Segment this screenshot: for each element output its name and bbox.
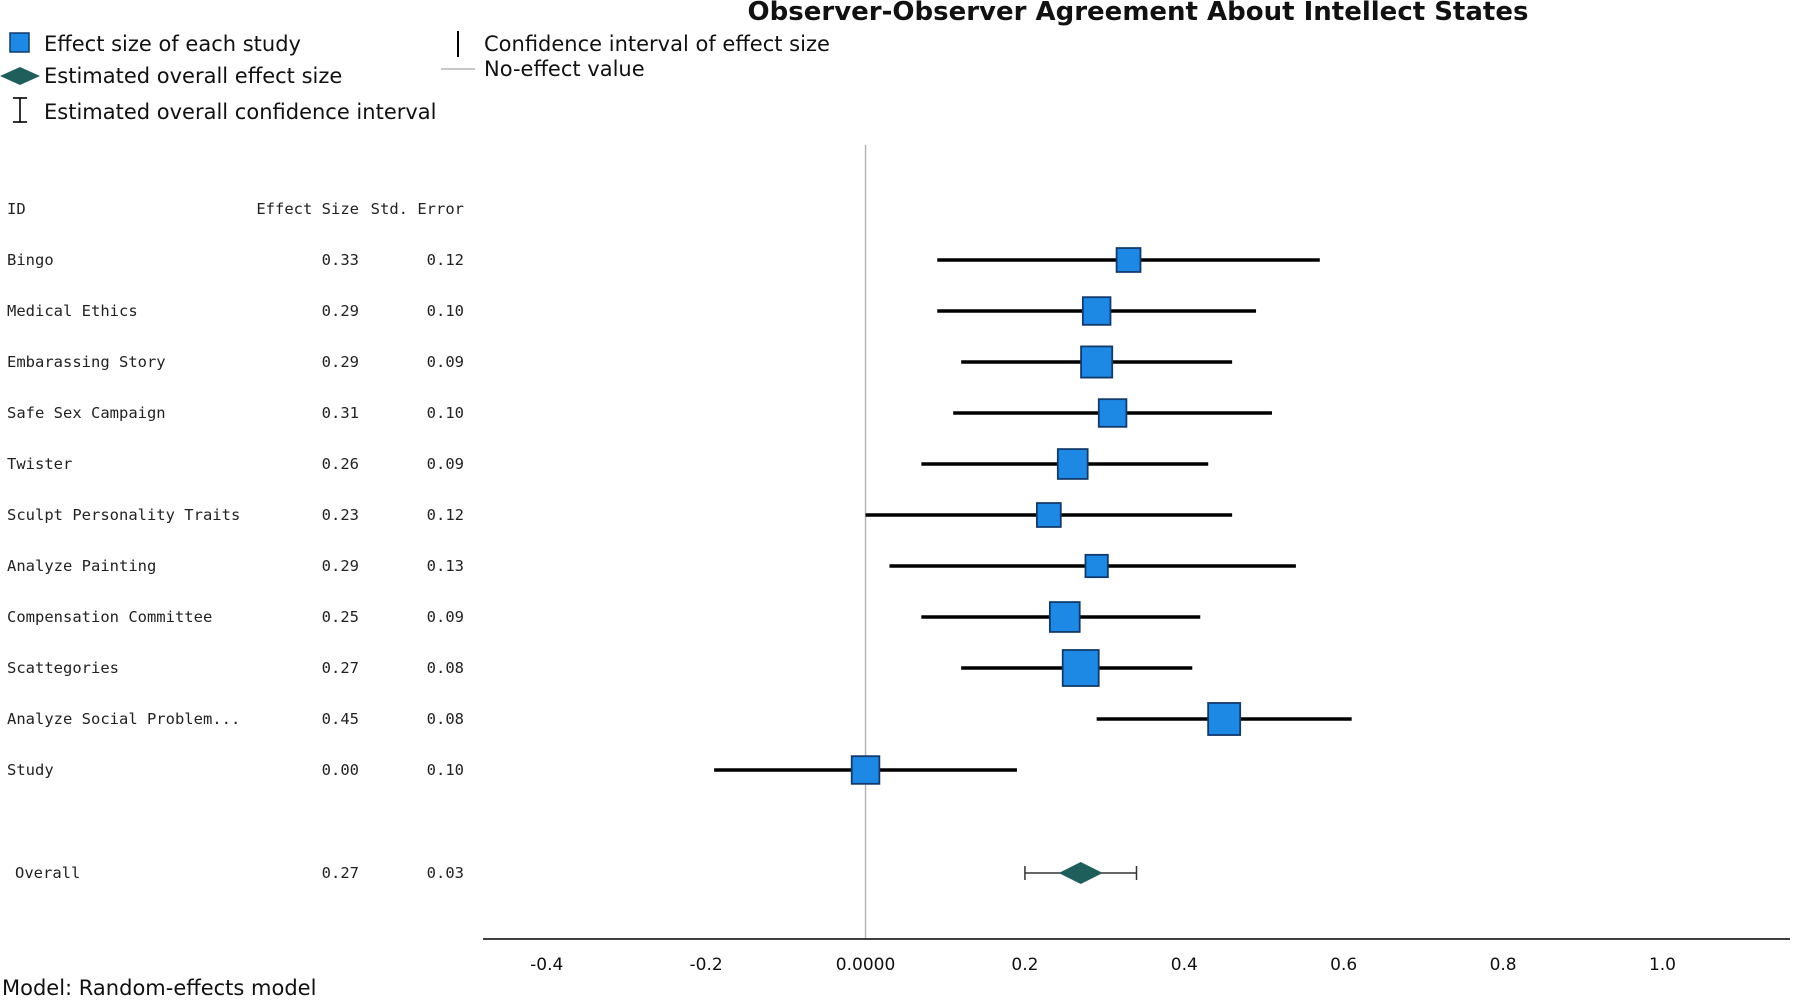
column-header-id: ID [7,200,26,218]
study-effect-size: 0.23 [322,506,359,524]
study-marks [714,247,1352,785]
study-std-error: 0.12 [427,251,464,269]
overall-effect-size: 0.27 [322,864,359,882]
overall-id: Overall [15,864,80,882]
study-effect-size: 0.45 [322,710,359,728]
study-id: Analyze Social Problem... [7,710,240,728]
legend-square-icon [9,32,30,53]
study-effect-square [1097,398,1128,428]
study-effect-square [1084,553,1109,579]
study-id: Embarassing Story [7,353,166,371]
study-id: Study [7,761,54,779]
overall-effect-diamond [1058,862,1103,884]
column-header-effect-size: Effect Size [256,200,359,218]
legend-effect-size-label: Effect size of each study [44,32,301,56]
study-std-error: 0.09 [427,353,464,371]
study-id: Twister [7,455,72,473]
study-effect-size: 0.26 [322,455,359,473]
legend-diamond-icon [0,67,40,85]
study-effect-size: 0.31 [322,404,359,422]
study-id: Safe Sex Campaign [7,404,166,422]
study-std-error: 0.09 [427,455,464,473]
legend: Effect size of each study Estimated over… [0,31,830,124]
x-tick-label: 0.4 [1171,955,1198,975]
study-table: Bingo 0.33 0.12 Medical Ethics 0.29 0.10 Embar… [7,251,464,882]
study-effect-square [1207,702,1242,736]
study-id: Scattegories [7,659,119,677]
study-std-error: 0.08 [427,710,464,728]
study-std-error: 0.09 [427,608,464,626]
study-std-error: 0.10 [427,761,464,779]
study-effect-square [1056,448,1089,480]
legend-overall-ci-label: Estimated overall confidence interval [44,100,437,124]
legend-ci-bracket-icon [13,97,27,123]
study-std-error: 0.13 [427,557,464,575]
study-effect-size: 0.29 [322,557,359,575]
study-effect-size: 0.00 [322,761,359,779]
study-id: Compensation Committee [7,608,212,626]
x-tick-label: 0.8 [1490,955,1517,975]
study-id: Sculpt Personality Traits [7,506,240,524]
study-effect-square [1035,502,1062,528]
study-effect-size: 0.33 [322,251,359,269]
column-header-std-error: Std. Error [371,200,464,218]
overall-marks [1024,862,1138,884]
study-std-error: 0.12 [427,506,464,524]
overall-std-error: 0.03 [427,864,464,882]
study-effect-square [1048,601,1081,633]
study-effect-square [1081,296,1112,326]
legend-overall-effect-label: Estimated overall effect size [44,64,342,88]
study-std-error: 0.10 [427,302,464,320]
chart-title: Observer-Observer Agreement About Intell… [748,0,1529,27]
study-effect-square [850,755,881,785]
study-std-error: 0.08 [427,659,464,677]
model-footnote: Model: Random-effects model [2,976,316,1000]
study-effect-size: 0.29 [322,353,359,371]
study-effect-size: 0.27 [322,659,359,677]
x-tick-label: -0.4 [530,955,563,975]
x-tick-label: 0.0000 [836,955,895,975]
study-effect-square [1061,649,1100,687]
study-effect-size: 0.25 [322,608,359,626]
x-tick-label: -0.2 [690,955,723,975]
legend-ci-label: Confidence interval of effect size [484,32,830,56]
legend-no-effect-label: No-effect value [484,57,645,81]
study-effect-square [1115,247,1142,273]
x-axis-ticks: -0.4 -0.2 0.0000 0.2 0.4 0.6 0.8 1.0 [530,955,1676,975]
x-tick-label: 0.6 [1330,955,1357,975]
study-effect-square [1080,345,1114,379]
study-id: Medical Ethics [7,302,138,320]
x-tick-label: 1.0 [1649,955,1676,975]
x-tick-label: 0.2 [1011,955,1038,975]
study-std-error: 0.10 [427,404,464,422]
study-id: Bingo [7,251,54,269]
study-effect-size: 0.29 [322,302,359,320]
study-id: Analyze Painting [7,557,156,575]
